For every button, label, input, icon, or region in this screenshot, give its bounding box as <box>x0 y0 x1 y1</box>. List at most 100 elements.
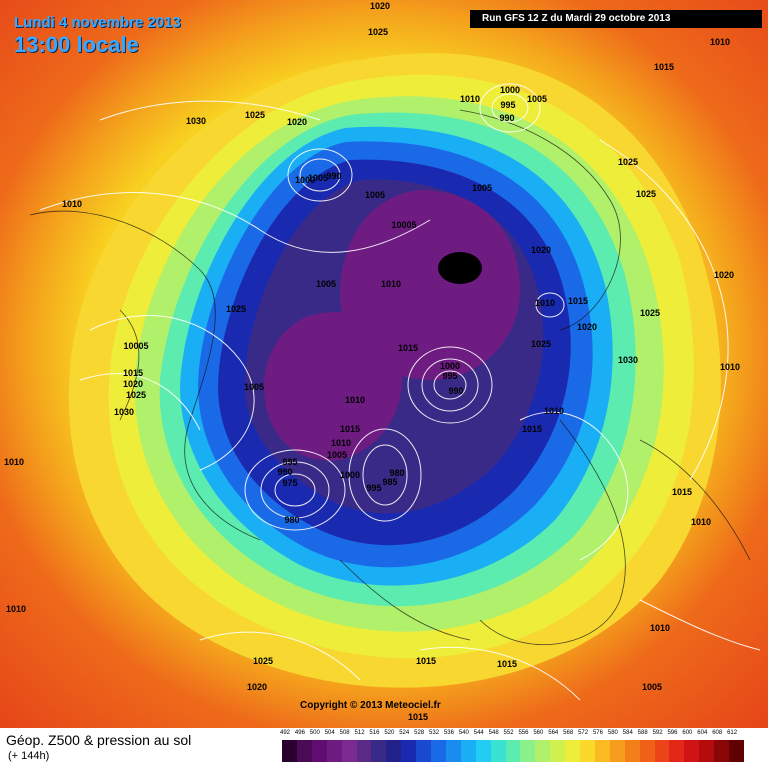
color-scale-swatch <box>550 740 566 762</box>
isobar-label: 1005 <box>642 682 662 692</box>
color-scale-bar <box>282 740 745 762</box>
isobar-label: 1010 <box>691 517 711 527</box>
color-scale-swatch <box>684 740 700 762</box>
color-scale-swatch <box>714 740 730 762</box>
isobar-label: 1005 <box>244 382 264 392</box>
isobar-label: 995 <box>282 457 297 467</box>
isobar-label: 1015 <box>416 656 436 666</box>
color-scale-swatch <box>535 740 551 762</box>
color-scale-swatch <box>699 740 715 762</box>
isobar-label: 1005 <box>308 173 328 183</box>
color-scale-swatch <box>460 740 477 762</box>
color-scale-label: 572 <box>578 730 589 736</box>
color-scale-swatch <box>356 740 372 762</box>
isobar-label: 1005 <box>472 183 492 193</box>
color-scale-label: 576 <box>592 730 603 736</box>
color-scale-swatch <box>431 740 447 762</box>
isobar-label: 980 <box>389 468 404 478</box>
isobar-label: 985 <box>382 477 397 487</box>
isobar-lines <box>39 83 761 701</box>
isobar-label: 1015 <box>398 343 418 353</box>
isobar-label: 1010 <box>710 37 730 47</box>
color-scale-swatch <box>401 740 417 762</box>
color-scale-label: 544 <box>473 730 484 736</box>
isobar-label: 1015 <box>654 62 674 72</box>
color-scale-swatch <box>490 740 507 762</box>
isobar-label: 1000 <box>440 361 460 371</box>
color-scale-label: 524 <box>399 730 410 736</box>
color-scale-label: 604 <box>697 730 708 736</box>
color-scale-swatch <box>520 740 536 762</box>
isobar-label: 1010 <box>460 94 480 104</box>
isobar-label: 1025 <box>531 339 551 349</box>
color-scale-label: 584 <box>622 730 633 736</box>
isobar-label: 1000 <box>340 470 360 480</box>
coastlines <box>29 109 751 646</box>
color-scale-label: 588 <box>637 730 648 736</box>
color-scale-swatch <box>580 740 596 762</box>
color-scale-swatch <box>386 740 402 762</box>
color-scale-label: 592 <box>652 730 663 736</box>
isobar-label: 1015 <box>123 368 143 378</box>
isobar-label: 1015 <box>568 296 588 306</box>
isobar-label: 1025 <box>618 157 638 167</box>
color-scale-swatch <box>282 740 298 762</box>
color-scale-label: 552 <box>503 730 514 736</box>
isobar-label: 1015 <box>408 712 428 722</box>
color-scale-label: 532 <box>429 730 440 736</box>
isobar-label: 1015 <box>340 424 360 434</box>
color-scale-swatch <box>311 740 328 762</box>
isobar-label: 1005 <box>316 279 336 289</box>
color-scale-swatch <box>475 740 492 762</box>
color-scale-label: 520 <box>384 730 395 736</box>
color-scale-label: 496 <box>294 730 305 736</box>
color-scale-label: 568 <box>563 730 574 736</box>
isobar-label: 1010 <box>720 362 740 372</box>
isobar-label: 1030 <box>114 407 134 417</box>
isobar-label: 1020 <box>123 379 143 389</box>
isobar-label: 1015 <box>522 424 542 434</box>
isobar-label: 1010 <box>62 199 82 209</box>
color-scale-label: 508 <box>339 730 350 736</box>
isobar-label: 1025 <box>226 304 246 314</box>
isobar-label: 1015 <box>497 659 517 669</box>
isobar-label: 1020 <box>714 270 734 280</box>
color-scale-label: 504 <box>324 730 335 736</box>
forecast-date: Lundi 4 novembre 2013 <box>14 14 181 31</box>
isobar-label: 1010 <box>544 406 564 416</box>
color-scale-label: 564 <box>548 730 559 736</box>
isobar-label: 980 <box>284 515 299 525</box>
isobar-labels: 1020102510101015101010009951005990103010… <box>4 1 740 722</box>
color-scale-swatch <box>565 740 581 762</box>
isobar-label: 10005 <box>123 341 148 351</box>
z500-pressure-map: 1020102510101015101010009951005990103010… <box>0 0 768 728</box>
isobar-label: 1010 <box>650 623 670 633</box>
isobar-label: 995 <box>500 100 515 110</box>
isobar-label: 1000 <box>500 85 520 95</box>
color-scale-label: 548 <box>488 730 499 736</box>
color-scale-label: 536 <box>443 730 454 736</box>
color-scale-label: 596 <box>667 730 678 736</box>
color-scale-swatch <box>654 740 670 762</box>
color-scale-label: 612 <box>727 730 738 736</box>
isobar-label: 1030 <box>618 355 638 365</box>
color-scale-label: 556 <box>518 730 529 736</box>
isobar-label: 1020 <box>370 1 390 11</box>
color-scale-swatch <box>505 740 521 762</box>
isobar-label: 1005 <box>527 94 547 104</box>
color-scale-label: 500 <box>309 730 320 736</box>
color-scale-swatch <box>416 740 432 762</box>
color-scale-swatch <box>609 740 626 762</box>
isobar-label: 1025 <box>126 390 146 400</box>
color-scale-swatch <box>639 740 656 762</box>
forecast-time: 13:00 locale <box>14 32 139 57</box>
color-scale-swatch <box>296 740 313 762</box>
isobar-label: 1005 <box>365 190 385 200</box>
legend-subtitle: (+ 144h) <box>8 750 50 762</box>
copyright: Copyright © 2013 Meteociel.fr <box>300 700 441 711</box>
isobar-label: 1020 <box>287 117 307 127</box>
color-scale-label: 560 <box>533 730 544 736</box>
isobar-label: 990 <box>448 386 463 396</box>
isobar-label: 1020 <box>247 682 267 692</box>
color-scale-swatch <box>594 740 611 762</box>
